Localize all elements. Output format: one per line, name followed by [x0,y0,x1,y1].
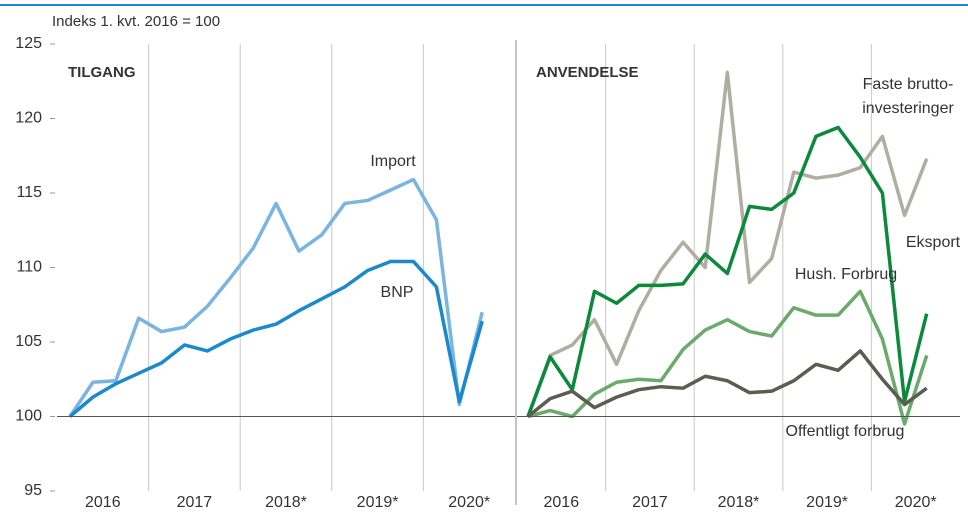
series-label: Faste brutto- [863,76,954,93]
x-tick-label: 2020* [895,494,937,511]
series-line [526,125,929,418]
x-tick-label: 2018* [265,494,307,511]
series-line [526,349,928,418]
top-rule [0,4,968,6]
x-tick-label: 2017 [177,494,213,511]
y-axis-label: Indeks 1. kvt. 2016 = 100 [52,13,220,30]
series-label: investeringer [862,100,954,117]
x-tick-label: 2020* [448,494,490,511]
y-tick-label: 95 [24,482,42,499]
x-tick-label: 2017 [632,494,668,511]
series-label: Import [370,153,416,170]
y-tick-label: 110 [16,259,42,276]
x-tick-label: 2018* [718,494,760,511]
series-label: BNP [381,284,414,301]
y-tick-label: 125 [15,35,42,52]
series-label: Offentligt forbrug [786,423,905,440]
series-label: Eksport [906,234,961,251]
panel-title: TILGANG [68,64,136,81]
series-label: Hush. Forbrug [795,266,897,283]
x-tick-label: 2016 [544,494,580,511]
y-tick-label: 105 [15,333,42,350]
series-line [68,177,484,418]
series-line [527,289,929,426]
x-tick-label: 2019* [357,494,399,511]
series-line [68,259,484,418]
y-tick-label: 120 [15,110,42,127]
panel-title: ANVENDELSE [536,64,639,81]
y-tick-label: 115 [16,184,42,201]
x-tick-label: 2019* [806,494,848,511]
series-line [526,70,929,418]
y-tick-label: 100 [15,408,42,425]
x-tick-label: 2016 [85,494,121,511]
